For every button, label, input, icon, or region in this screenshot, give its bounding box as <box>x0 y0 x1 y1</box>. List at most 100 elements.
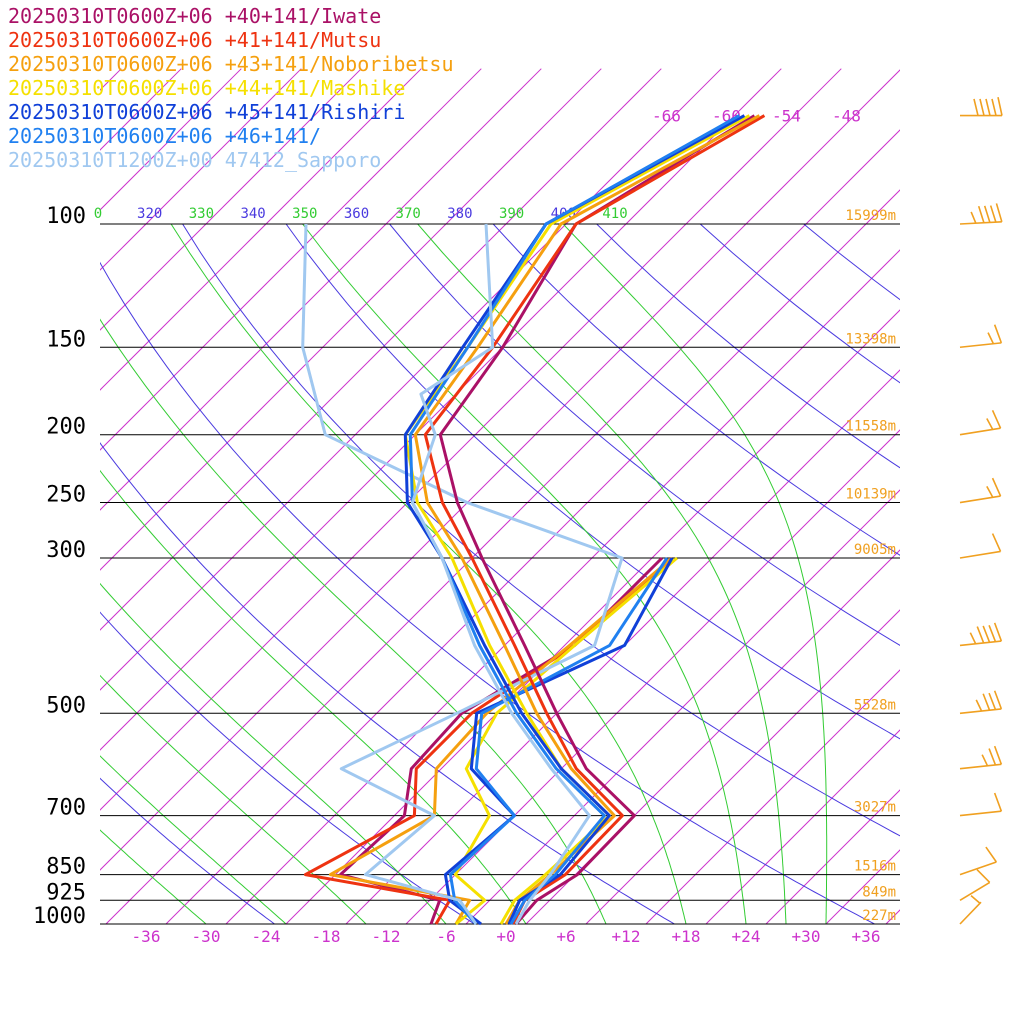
barb-feather <box>982 625 991 643</box>
dry-adiabat-line <box>285 224 900 740</box>
theta-label: 380 <box>447 206 472 222</box>
wind-barb <box>959 895 982 925</box>
isotherm-line <box>100 68 362 331</box>
barb-feather <box>977 205 985 223</box>
pressure-label: 1000 <box>33 904 86 929</box>
temperature-trace-0 <box>438 114 756 925</box>
barb-staff <box>959 763 1002 770</box>
isotherm-line <box>885 909 900 924</box>
barb-staff <box>959 550 1001 559</box>
barb-feather <box>981 754 989 767</box>
x-tick-label: +18 <box>672 927 701 946</box>
legend-entry-0: 20250310T0600Z+06 +40+141/Iwate <box>8 4 381 28</box>
isotherm-line <box>100 68 842 811</box>
x-tick-label: -24 <box>252 927 281 946</box>
isotherm-line <box>345 369 900 924</box>
barb-feather <box>993 690 1003 710</box>
temperature-trace-6 <box>410 223 591 925</box>
theta-label: 330 <box>189 206 214 222</box>
barb-staff <box>959 708 1002 715</box>
wind-barb <box>959 533 1002 559</box>
barb-feather <box>991 477 1002 497</box>
moist-adiabat-line <box>100 829 207 924</box>
isotherm-line <box>105 129 900 924</box>
barb-feather <box>973 98 979 116</box>
barb-feather <box>993 622 1003 642</box>
isotherm-line <box>465 489 900 924</box>
wind-barbs <box>959 96 1003 925</box>
wind-barb <box>959 869 991 901</box>
barb-feather <box>969 632 977 645</box>
legend-entry-1: 20250310T0600Z+06 +41+141/Mutsu <box>8 28 381 52</box>
x-tick-label: -36 <box>132 927 161 946</box>
pressure-label: 200 <box>46 415 86 440</box>
theta-label: 360 <box>344 206 369 222</box>
pressure-label: 850 <box>46 855 86 880</box>
height-label: 10139m <box>845 487 896 503</box>
isotherm-line <box>645 669 900 924</box>
barb-feather <box>988 692 997 710</box>
x-tick-label: -30 <box>192 927 221 946</box>
barb-staff <box>959 810 1002 817</box>
wind-barb <box>959 690 1003 715</box>
barb-feather <box>997 96 1003 116</box>
barb-feather <box>991 409 1002 429</box>
height-label: 227m <box>862 908 896 924</box>
barb-feather <box>985 846 998 863</box>
x-tick-label: -6 <box>436 927 455 946</box>
x-tick-label: +36 <box>852 927 881 946</box>
theta-label: 370 <box>396 206 421 222</box>
theta-label: 340 <box>240 206 265 222</box>
barb-feather <box>988 624 997 642</box>
barb-feather <box>985 98 991 116</box>
theta-label: 0 <box>94 206 102 222</box>
barb-feather <box>988 748 997 766</box>
dewpoint-trace-6 <box>301 223 624 925</box>
isotherm-line <box>705 729 900 924</box>
dry-adiabat-line <box>100 777 275 924</box>
isotherm-line <box>405 429 900 924</box>
barb-feather <box>995 203 1003 223</box>
dry-adiabat-line <box>596 224 900 469</box>
x-tick-label: -18 <box>312 927 341 946</box>
isotherm-line <box>100 68 722 691</box>
dry-adiabat-line <box>182 224 900 837</box>
wind-barb <box>959 409 1002 436</box>
height-label: 3027m <box>854 800 896 816</box>
dewpoint-trace-3 <box>453 556 678 926</box>
isotherm-line <box>100 68 782 751</box>
x-tick-label: +24 <box>732 927 761 946</box>
pressure-label: 100 <box>46 204 86 229</box>
barb-feather <box>991 533 1002 552</box>
wind-barb <box>959 846 998 876</box>
barb-feather <box>991 98 997 116</box>
temperature-trace-4 <box>403 114 746 925</box>
temperature-trace-5 <box>408 114 741 925</box>
barb-staff <box>959 901 982 925</box>
dewpoint-trace-5 <box>448 557 669 926</box>
pressure-label: 150 <box>46 327 86 352</box>
wind-barb <box>959 745 1003 770</box>
x-tick-label: -12 <box>372 927 401 946</box>
moist-adiabat-line <box>100 755 287 924</box>
dry-adiabat-line <box>100 261 875 924</box>
barb-feather <box>983 205 991 223</box>
barb-feather <box>976 626 985 644</box>
barb-feather <box>975 699 983 712</box>
barb-staff <box>959 640 1002 647</box>
height-label: 9005m <box>854 542 896 558</box>
wind-barb <box>959 622 1003 647</box>
isotherm-line <box>100 68 302 271</box>
isotherm-line <box>100 68 182 151</box>
isotherm-line <box>100 68 602 571</box>
height-label: 849m <box>862 884 896 900</box>
upper-temp-label: -66 <box>652 107 681 126</box>
barb-feather <box>976 869 991 884</box>
legend-entry-2: 20250310T0600Z+06 +43+141/Noboribetsu <box>8 52 454 76</box>
x-tick-label: +0 <box>496 927 515 946</box>
isotherm-line <box>100 68 662 631</box>
barb-feather <box>989 205 997 223</box>
legend-entry-6: 20250310T1200Z+00 47412_Sapporo <box>8 148 381 172</box>
